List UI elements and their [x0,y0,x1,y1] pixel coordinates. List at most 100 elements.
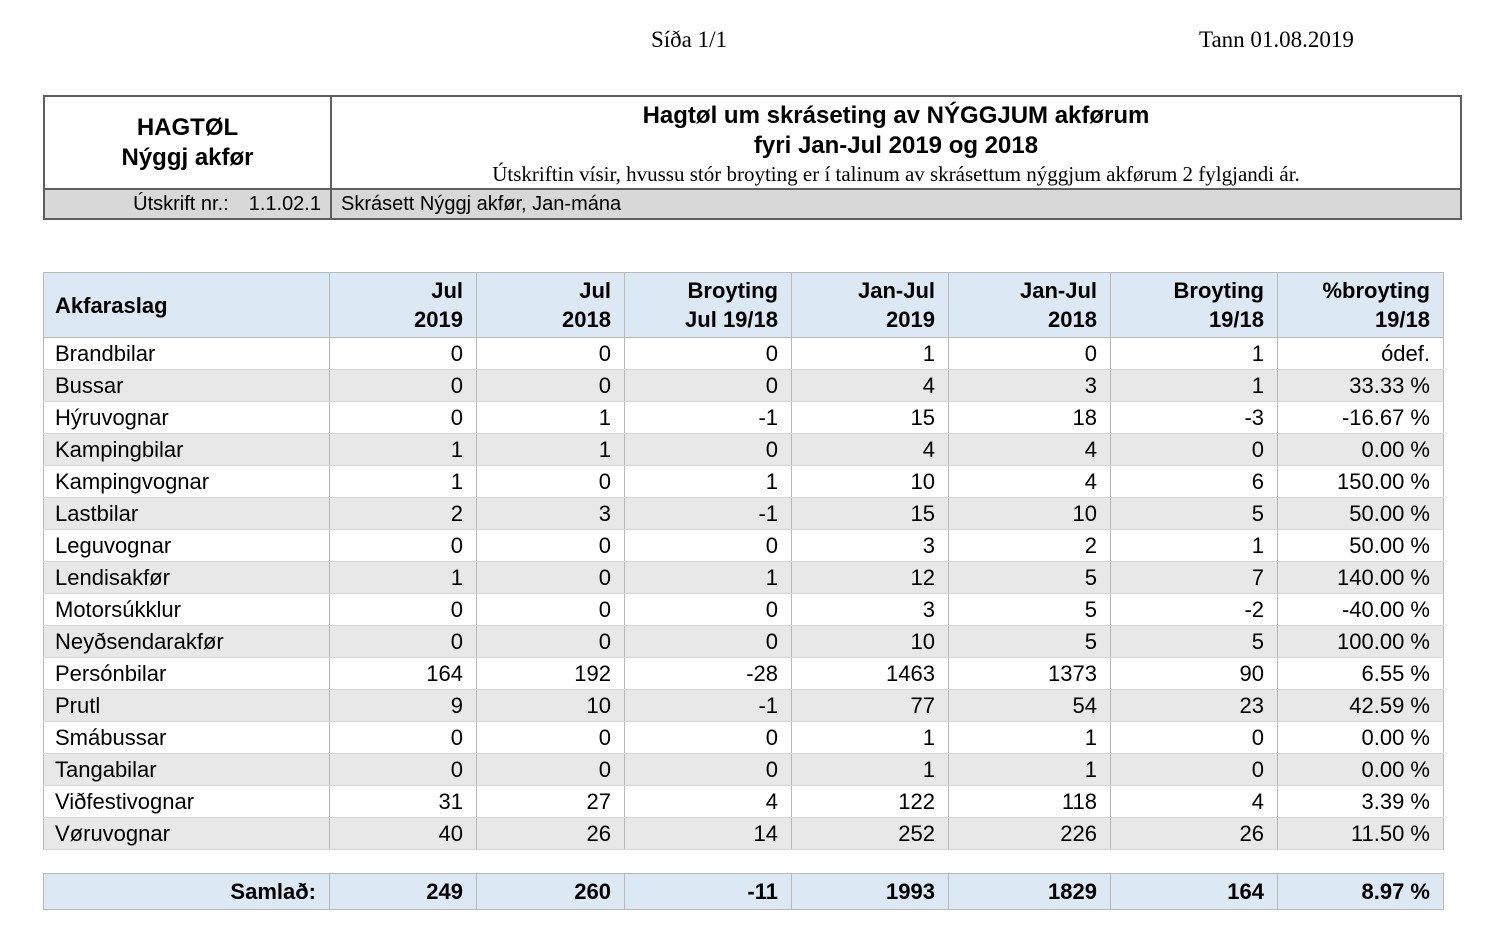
cell-value: 1373 [948,657,1111,690]
cell-value: 11.50 % [1277,817,1444,850]
cell-value: 3.39 % [1277,785,1444,818]
row-label: Kampingbilar [43,433,330,466]
table-row: Tangabilar 0 0 0 1 1 0 0.00 % [43,753,1444,786]
totals-body: Samlað: 249 260 -11 1993 1829 164 8.97 % [43,873,1444,910]
row-label: Lastbilar [43,497,330,530]
cell-value: 192 [476,657,625,690]
cell-value: 1 [1110,337,1278,370]
cell-value: 0 [476,593,625,626]
cell-value: 40 [329,817,477,850]
org-title-line1: HAGTØL [136,113,239,141]
column-header-5: Jan-Jul 2018 [948,272,1111,338]
row-label: Bussar [43,369,330,402]
totals-value: 1829 [948,873,1111,910]
table-row: Motorsúkklur 0 0 0 3 5 -2 -40.00 % [43,593,1444,626]
cell-value: 4 [948,465,1111,498]
cell-value: 164 [329,657,477,690]
header-row: Akfaraslag Jul 2019 Jul 2018 Broyting Jul 1… [43,272,1444,338]
cell-value: 0 [329,401,477,434]
cell-value: 54 [948,689,1111,722]
table-row: Neyðsendarakfør 0 0 0 10 5 5 100.00 % [43,625,1444,658]
cell-value: 0 [1110,753,1278,786]
table-row: Smábussar 0 0 0 1 1 0 0.00 % [43,721,1444,754]
totals-row: Samlað: 249 260 -11 1993 1829 164 8.97 % [43,873,1444,910]
cell-value: 1 [329,433,477,466]
cell-value: 6.55 % [1277,657,1444,690]
cell-value: 0.00 % [1277,433,1444,466]
cell-value: -2 [1110,593,1278,626]
cell-value: 1 [476,433,625,466]
row-label: Hýruvognar [43,401,330,434]
cell-value: 1 [1110,529,1278,562]
cell-value: 0 [624,753,792,786]
cell-value: 0 [476,529,625,562]
cell-value: 0 [624,721,792,754]
cell-value: -40.00 % [1277,593,1444,626]
cell-value: 77 [791,689,949,722]
cell-value: 3 [791,529,949,562]
row-label: Vøruvognar [43,817,330,850]
cell-value: 1 [791,753,949,786]
cell-value: 150.00 % [1277,465,1444,498]
cell-value: 0 [329,625,477,658]
cell-value: 0 [476,465,625,498]
cell-value: 4 [1110,785,1278,818]
report-header-box: HAGTØL Nýggj akfør Hagtøl um skráseting … [43,95,1462,220]
cell-value: 1 [948,753,1111,786]
report-subtitle: Útskriftin vísir, hvussu stór broyting e… [492,162,1300,186]
cell-value: 0 [476,625,625,658]
cell-value: 4 [948,433,1111,466]
cell-value: -1 [624,497,792,530]
cell-value: ódef. [1277,337,1444,370]
table-row: Persónbilar 164 192 -28 1463 1373 90 6.55 % [43,657,1444,690]
cell-value: 0 [329,529,477,562]
totals-value: 8.97 % [1277,873,1444,910]
cell-value: 10 [476,689,625,722]
table-row: Prutl 9 10 -1 77 54 23 42.59 % [43,689,1444,722]
cell-value: -1 [624,401,792,434]
cell-value: 26 [1110,817,1278,850]
org-title-cell: HAGTØL Nýggj akfør [45,97,332,188]
cell-value: 0 [624,433,792,466]
cell-value: 0 [329,721,477,754]
report-header-strip: Útskrift nr.: 1.1.02.1 Skrásett Nýggj akf… [45,188,1460,218]
cell-value: 1 [791,337,949,370]
cell-value: 50.00 % [1277,497,1444,530]
cell-value: 27 [476,785,625,818]
print-number-value: 1.1.02.1 [248,193,321,215]
cell-value: 3 [948,369,1111,402]
table-row: Kampingbilar 1 1 0 4 4 0 0.00 % [43,433,1444,466]
cell-value: 0 [329,369,477,402]
report-title-cell: Hagtøl um skráseting av NÝGGJUM akførum … [332,97,1460,188]
cell-value: 1463 [791,657,949,690]
table-header: Akfaraslag Jul 2019 Jul 2018 Broyting Jul 1… [43,272,1444,338]
cell-value: 0 [624,337,792,370]
cell-value: 2 [329,497,477,530]
cell-value: 7 [1110,561,1278,594]
cell-value: 1 [476,401,625,434]
cell-value: 15 [791,497,949,530]
cell-value: 1 [329,561,477,594]
cell-value: 1 [791,721,949,754]
cell-value: 3 [476,497,625,530]
cell-value: 4 [791,433,949,466]
cell-value: 26 [476,817,625,850]
row-label: Viðfestivognar [43,785,330,818]
column-header-2: Jul 2018 [476,272,625,338]
column-header-akfaraslag: Akfaraslag [43,272,330,338]
cell-value: 100.00 % [1277,625,1444,658]
cell-value: 1 [948,721,1111,754]
column-header-1: Jul 2019 [329,272,477,338]
cell-value: 18 [948,401,1111,434]
cell-value: 10 [948,497,1111,530]
cell-value: 1 [624,561,792,594]
totals-value: 249 [329,873,477,910]
table-row: Leguvognar 0 0 0 3 2 1 50.00 % [43,529,1444,562]
cell-value: 1 [624,465,792,498]
cell-value: -28 [624,657,792,690]
cell-value: 5 [1110,625,1278,658]
totals-value: -11 [624,873,792,910]
cell-value: 0.00 % [1277,753,1444,786]
table-row: Vøruvognar 40 26 14 252 226 26 11.50 % [43,817,1444,850]
table-row: Bussar 0 0 0 4 3 1 33.33 % [43,369,1444,402]
